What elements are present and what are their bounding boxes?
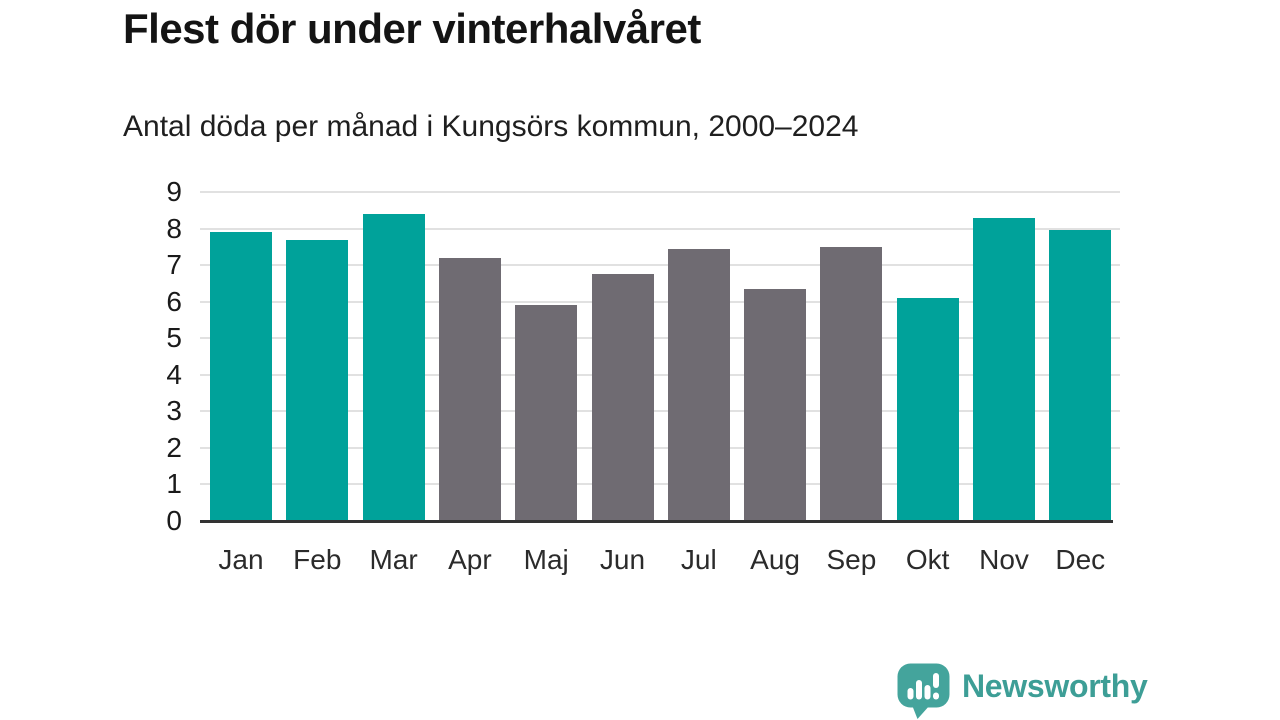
bar-aug	[744, 288, 807, 521]
x-tick-label-mar: Mar	[369, 544, 418, 575]
x-tick-label-apr: Apr	[448, 544, 492, 575]
gridline-5	[200, 337, 1120, 340]
x-tick-label-nov: Nov	[979, 544, 1029, 575]
gridline-8	[200, 227, 1120, 230]
bar-maj	[515, 305, 578, 521]
brand-name: Newsworthy	[962, 668, 1148, 704]
x-tick-label-feb: Feb	[293, 544, 342, 575]
y-axis-labels: 0 1 2 3 4 5 6 7 8 9	[118, 176, 182, 536]
x-tick-label-aug: Aug	[750, 544, 800, 575]
gridline-7	[200, 264, 1120, 267]
bar-mar	[362, 213, 425, 521]
x-tick-label-dec: Dec	[1055, 544, 1106, 575]
y-tick-label-0: 0	[166, 505, 182, 536]
bar-sep	[820, 246, 883, 521]
bar-chart-speech-bubble-icon	[897, 663, 950, 719]
bar-nov	[973, 217, 1035, 521]
bar-apr	[438, 257, 501, 521]
y-tick-label-4: 4	[166, 358, 182, 390]
newsworthy-logo: Newsworthy	[897, 663, 1148, 719]
gridline-2	[200, 446, 1120, 449]
x-tick-label-sep: Sep	[826, 544, 877, 575]
y-tick-label-9: 9	[166, 176, 182, 207]
bar-okt	[896, 298, 959, 521]
chart-subtitle: Antal döda per månad i Kungsörs kommun, …	[123, 110, 859, 143]
gridline-3	[200, 410, 1120, 413]
gridline-9	[200, 191, 1120, 193]
bar-chart: Jan Feb Mar Apr Maj Jun Jul Aug Sep Okt Nov Dec	[200, 191, 1120, 592]
bar-jun	[591, 274, 654, 521]
x-tick-label-jun: Jun	[599, 544, 646, 575]
y-tick-label-5: 5	[166, 322, 182, 354]
gridline-4	[200, 373, 1120, 376]
x-tick-label-jan: Jan	[218, 544, 264, 575]
bar-feb	[286, 239, 349, 521]
page-title: Flest dör under vinterhalvåret	[123, 5, 701, 52]
bar-dec	[1049, 230, 1112, 521]
gridline-1	[200, 483, 1120, 486]
bar-jul	[667, 248, 730, 521]
y-tick-label-6: 6	[166, 285, 182, 317]
y-tick-label-2: 2	[166, 431, 182, 463]
bar-jan	[210, 232, 272, 521]
plot-area	[200, 191, 1120, 523]
y-tick-label-8: 8	[166, 212, 182, 244]
x-axis-line	[200, 520, 1113, 523]
x-tick-label-maj: Maj	[523, 544, 569, 575]
y-tick-label-7: 7	[166, 249, 182, 281]
y-tick-label-1: 1	[166, 468, 182, 500]
y-tick-label-3: 3	[166, 395, 182, 427]
gridline-6	[200, 300, 1120, 303]
x-tick-label-okt: Okt	[905, 544, 950, 575]
x-tick-label-jul: Jul	[680, 544, 717, 575]
